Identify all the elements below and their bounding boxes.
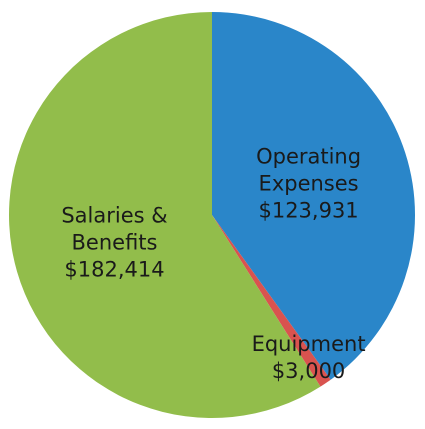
pie-slice xyxy=(212,215,331,387)
value-label: $182,414 xyxy=(64,257,165,282)
slice-label: Operating Expenses $123,931 xyxy=(234,143,384,224)
category-label: Operating Expenses xyxy=(256,144,362,196)
slice-label: Salaries & Benefits $182,414 xyxy=(40,203,190,284)
category-label: Equipment xyxy=(251,332,366,356)
category-label: Salaries & Benefits xyxy=(61,203,168,255)
value-label: $3,000 xyxy=(271,359,346,383)
slice-label: Equipment $3,000 xyxy=(234,331,384,385)
value-label: $123,931 xyxy=(258,198,359,223)
pie-slice xyxy=(212,12,416,380)
pie-slice xyxy=(8,12,321,419)
